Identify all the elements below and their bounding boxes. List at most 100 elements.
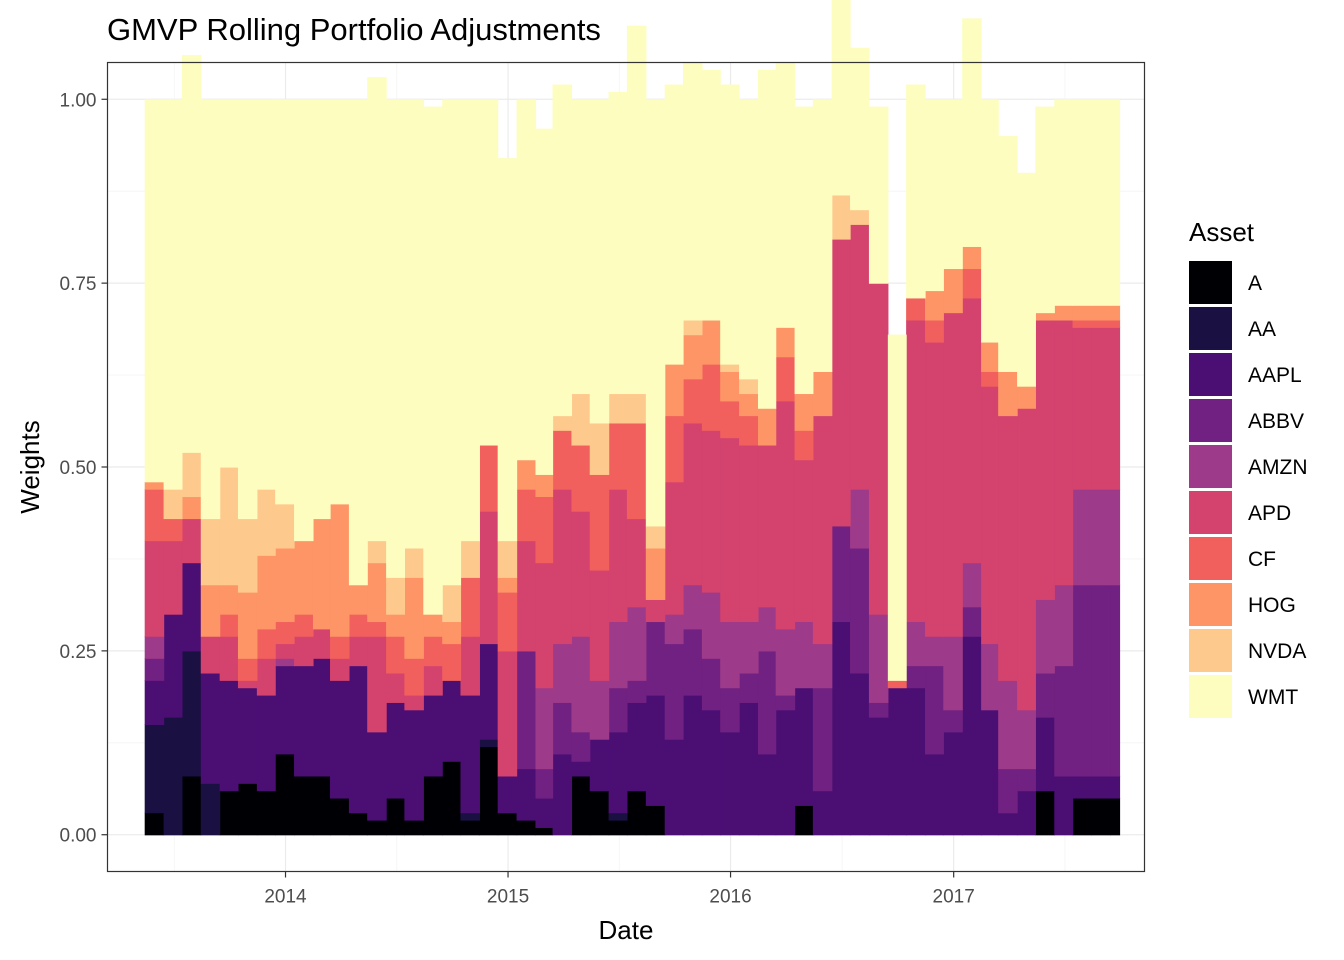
- area-segment-apd: [294, 636, 314, 667]
- area-segment-cf: [256, 628, 276, 659]
- area-segment-abbv: [757, 650, 777, 755]
- area-segment-apd: [497, 650, 518, 777]
- area-segment-hog: [219, 584, 239, 615]
- area-segment-wmt: [998, 136, 1018, 372]
- area-segment-a: [497, 812, 518, 836]
- legend-label: ABBV: [1248, 410, 1304, 433]
- area-segment-wmt: [552, 84, 573, 417]
- area-segment-wmt: [608, 91, 628, 395]
- area-segment-wmt: [367, 77, 387, 542]
- area-segment-apd: [200, 636, 221, 674]
- area-segment-aapl: [645, 694, 666, 806]
- area-segment-cf: [367, 621, 387, 637]
- area-segment-abbv: [962, 606, 982, 637]
- area-segment-hog: [1072, 305, 1093, 321]
- area-segment-aapl: [423, 694, 443, 777]
- area-segment-hog: [998, 371, 1018, 417]
- area-segment-apd: [831, 239, 851, 527]
- area-segment-nvda: [683, 319, 703, 336]
- area-segment-hog: [775, 327, 796, 358]
- x-axis-title: Date: [599, 915, 654, 945]
- area-segment-hog: [1054, 305, 1074, 321]
- area-segment-abbv: [850, 547, 870, 674]
- area-segment-aapl: [943, 731, 963, 836]
- area-segment-aa: [181, 650, 202, 777]
- area-segment-nvda: [200, 518, 221, 586]
- area-segment-a: [442, 761, 462, 836]
- legend-label: NVDA: [1248, 640, 1306, 663]
- area-segment-abbv: [868, 702, 889, 718]
- area-segment-hog: [720, 371, 740, 402]
- area-segment-amzn: [701, 592, 721, 659]
- legend-key-apd: [1189, 491, 1232, 534]
- area-segment-apd: [1017, 408, 1036, 711]
- area-segment-hog: [683, 334, 703, 380]
- area-segment-cf: [962, 268, 982, 299]
- area-segment-apd: [1054, 319, 1074, 586]
- area-segment-a: [144, 812, 165, 836]
- area-segment-amzn: [739, 621, 759, 674]
- area-segment-abbv: [608, 687, 628, 733]
- area-segment-wmt: [497, 158, 518, 542]
- area-segment-amzn: [664, 614, 684, 645]
- area-segment-aapl: [831, 621, 851, 836]
- area-segment-aapl: [144, 680, 165, 726]
- area-segment-amzn: [552, 643, 573, 703]
- area-segment-apd: [850, 224, 870, 490]
- area-segment-amzn: [1072, 489, 1093, 586]
- area-segment-amzn: [1035, 599, 1055, 674]
- legend-key-a: [1189, 261, 1232, 304]
- area-segment-amzn: [981, 643, 999, 711]
- legend-label: WMT: [1248, 686, 1298, 709]
- area-segment-aapl: [1054, 775, 1074, 836]
- area-segment-cf: [720, 400, 740, 439]
- area-segment-wmt: [925, 99, 944, 292]
- area-segment-wmt: [1017, 172, 1036, 387]
- area-segment-hog: [739, 393, 759, 417]
- area-segment-aapl: [571, 761, 591, 777]
- area-segment-apd: [925, 341, 944, 637]
- area-segment-apd: [163, 540, 183, 615]
- area-segment-cf: [589, 474, 610, 571]
- area-segment-wmt: [386, 99, 405, 578]
- area-segment-cf: [163, 518, 183, 542]
- area-segment-hog: [981, 341, 999, 372]
- x-tick-label: 2015: [487, 887, 529, 908]
- area-segment-abbv: [1110, 584, 1121, 777]
- area-segment-amzn: [589, 680, 610, 740]
- y-tick-label: 1.00: [60, 90, 97, 111]
- legend-label: HOG: [1248, 594, 1296, 617]
- area-segment-aapl: [664, 739, 684, 836]
- area-segment-a: [608, 820, 628, 836]
- area-segment-wmt: [831, 0, 851, 196]
- area-segment-amzn: [683, 584, 703, 630]
- area-segment-nvda: [626, 393, 647, 424]
- area-segment-hog: [294, 540, 314, 615]
- area-segment-a: [516, 820, 537, 836]
- area-segment-abbv: [552, 702, 573, 755]
- stacked-areas: [144, 0, 1121, 836]
- area-segment-nvda: [275, 503, 295, 549]
- area-segment-wmt: [626, 25, 647, 395]
- legend-key-cf: [1189, 537, 1232, 580]
- area-segment-wmt: [200, 99, 221, 520]
- area-segment-a: [256, 790, 276, 836]
- area-segment-wmt: [479, 99, 499, 446]
- area-segment-nvda: [850, 209, 870, 225]
- area-segment-cf: [479, 444, 499, 512]
- legend-label: AA: [1248, 318, 1276, 341]
- area-segment-aapl: [516, 768, 537, 821]
- area-segment-apd: [423, 665, 443, 696]
- area-segment-apd: [1110, 327, 1121, 490]
- y-axis-title: Weights: [15, 420, 45, 513]
- x-tick-label: 2017: [933, 887, 975, 908]
- area-segment-cf: [144, 489, 165, 542]
- area-segment-aapl: [386, 702, 405, 799]
- area-segment-aapl: [256, 694, 276, 792]
- area-segment-a: [1072, 797, 1093, 836]
- area-segment-aapl: [589, 739, 610, 792]
- area-segment-aapl: [998, 812, 1018, 836]
- area-segment-aapl: [906, 687, 926, 836]
- area-segment-cf: [294, 614, 314, 637]
- area-segment-apd: [1072, 327, 1093, 490]
